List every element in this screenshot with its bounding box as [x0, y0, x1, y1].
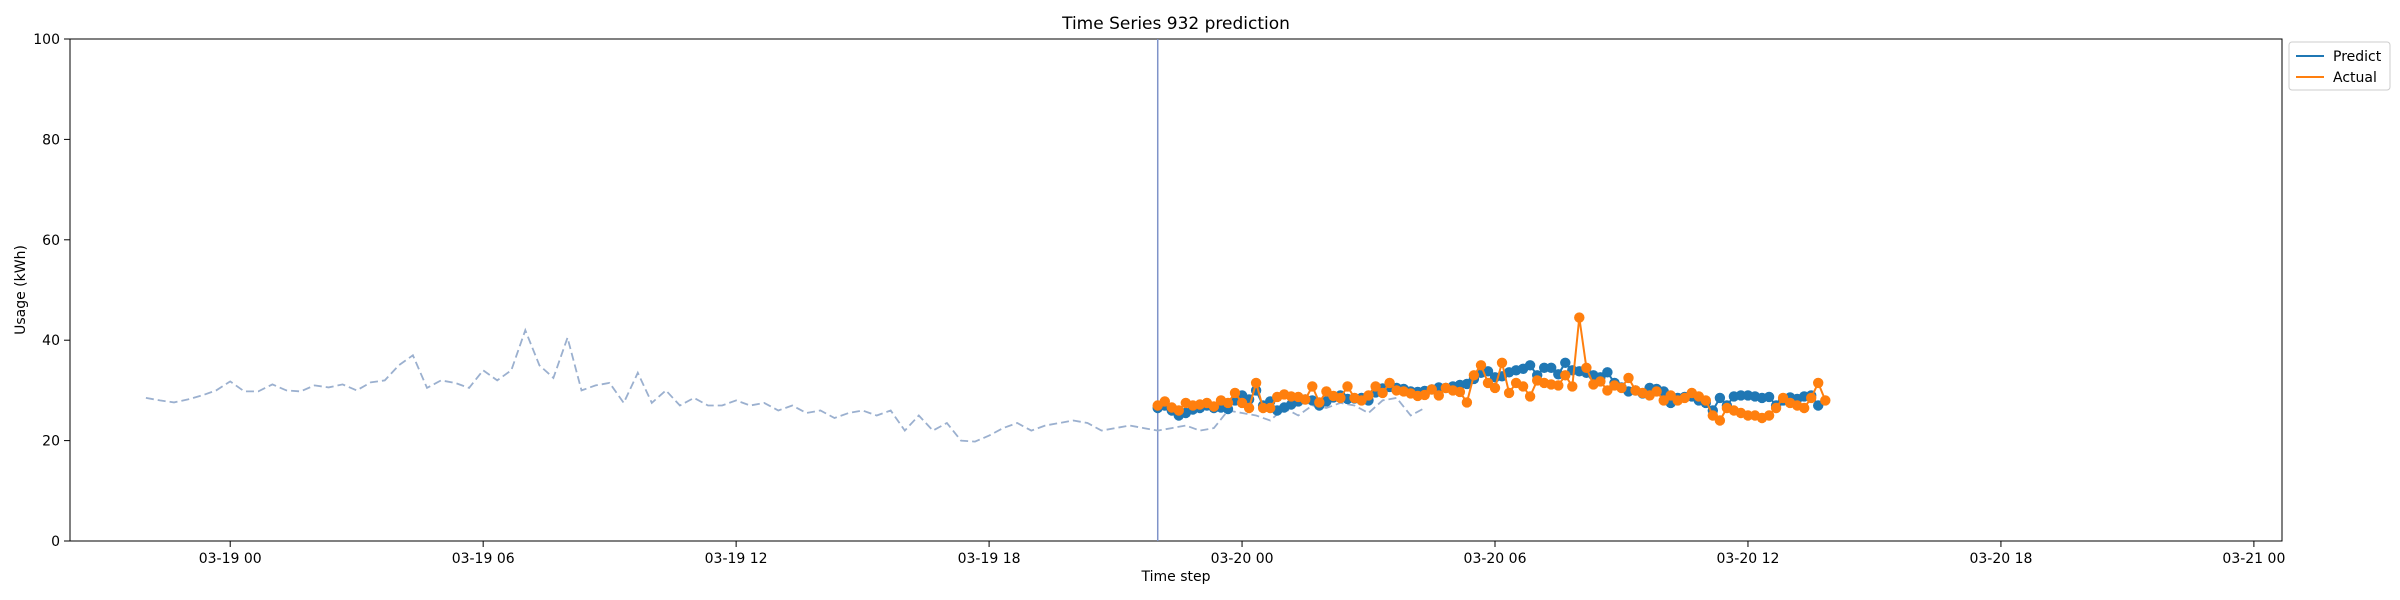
data-point [1222, 397, 1234, 409]
x-tick-label: 03-20 06 [1464, 551, 1527, 567]
x-tick-label: 03-21 00 [2222, 551, 2285, 567]
series-layer [145, 312, 1831, 443]
data-point [1489, 382, 1501, 394]
y-tick-label: 40 [42, 333, 60, 349]
data-point [1524, 360, 1536, 371]
data-point [1370, 381, 1381, 392]
data-point [1595, 376, 1606, 387]
y-axis: 0 20 40 60 80 100 [33, 32, 70, 550]
x-tick-label: 03-19 06 [452, 551, 515, 567]
data-point [1560, 370, 1571, 381]
data-point [1208, 401, 1220, 412]
data-point [1553, 380, 1564, 391]
data-point [1714, 415, 1726, 426]
series-line-history [145, 327, 1426, 443]
x-tick-label: 03-19 12 [705, 551, 768, 567]
data-point [1265, 402, 1276, 414]
legend-label-actual: Actual [2333, 70, 2377, 86]
data-point [1581, 362, 1592, 373]
x-tick-label: 03-20 00 [1211, 551, 1274, 567]
data-point [1813, 377, 1824, 389]
y-tick-label: 80 [42, 132, 60, 148]
data-point [1426, 384, 1438, 395]
data-point [1763, 391, 1775, 403]
data-point [1173, 405, 1185, 416]
data-point [1475, 360, 1487, 371]
data-point [1770, 402, 1782, 414]
data-point [1454, 386, 1466, 398]
data-point [1377, 387, 1388, 399]
plot-area [69, 38, 2283, 542]
data-point [1335, 392, 1346, 404]
data-point [1806, 392, 1817, 404]
data-point [1229, 387, 1241, 399]
x-tick-label: 03-20 12 [1716, 551, 1779, 567]
data-point [1461, 397, 1473, 408]
legend-label-predict: Predict [2333, 49, 2382, 65]
data-point [1503, 387, 1515, 399]
y-axis-label: Usage (kWh) [13, 245, 29, 335]
series-history [145, 327, 1426, 443]
data-point [1342, 381, 1353, 392]
data-point [1517, 381, 1529, 392]
data-point [1714, 392, 1726, 404]
y-tick-label: 60 [42, 233, 60, 249]
data-point [1159, 396, 1171, 407]
data-point [1250, 377, 1262, 389]
data-point [1799, 402, 1810, 414]
x-tick-label: 03-19 00 [199, 551, 262, 567]
data-point [1307, 381, 1318, 392]
data-point [1546, 362, 1557, 373]
y-tick-label: 100 [33, 32, 60, 48]
data-point [1243, 402, 1255, 414]
y-tick-label: 0 [51, 534, 60, 550]
data-point [1419, 389, 1430, 401]
data-point [1574, 312, 1585, 323]
data-point [1433, 390, 1445, 401]
x-axis: 03-19 00 03-19 06 03-19 12 03-19 18 03-20 00… [199, 541, 2285, 567]
data-point [1300, 394, 1311, 405]
series-actual [1152, 312, 1831, 426]
data-point [1602, 367, 1613, 378]
data-point [1567, 381, 1578, 392]
data-point [1616, 382, 1627, 394]
y-tick-label: 20 [42, 434, 60, 450]
data-point [1651, 386, 1662, 397]
x-tick-label: 03-19 18 [958, 551, 1021, 567]
data-point [1314, 397, 1325, 408]
x-tick-label: 03-20 18 [1969, 551, 2032, 567]
legend: Predict Actual [2288, 41, 2391, 91]
data-point [1700, 395, 1712, 406]
data-point [1524, 391, 1536, 402]
chart-title: Time Series 932 prediction [1061, 14, 1290, 34]
x-axis-label: Time step [1141, 569, 1211, 585]
data-point [1820, 395, 1831, 406]
data-point [1496, 357, 1508, 368]
data-point [1468, 370, 1480, 381]
data-point [1623, 372, 1634, 384]
data-point [1363, 390, 1374, 401]
data-point [1560, 357, 1571, 368]
data-point [1763, 410, 1775, 421]
data-point [1384, 377, 1395, 389]
